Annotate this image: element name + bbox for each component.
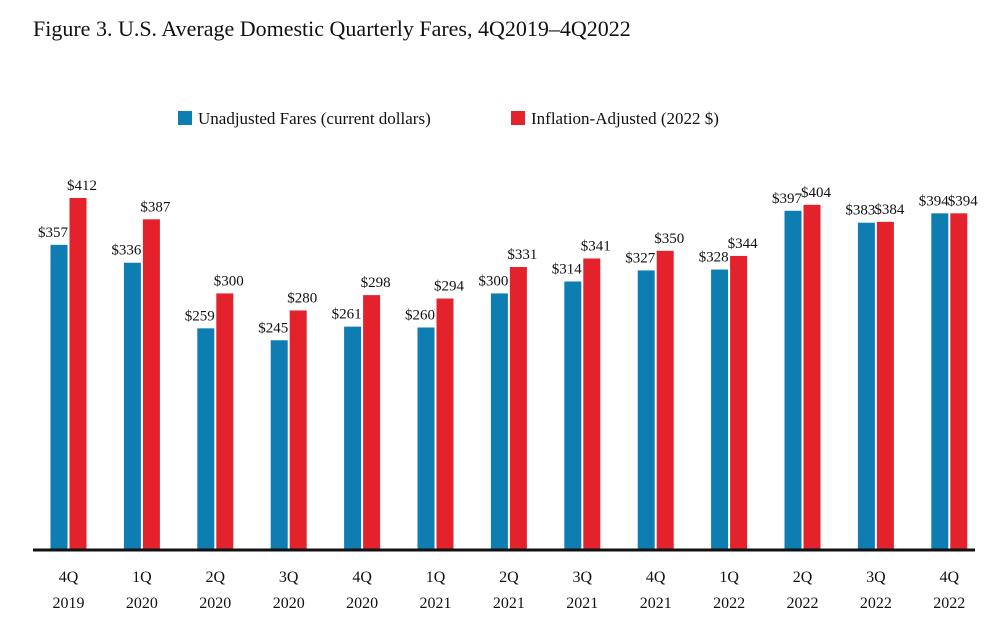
label-adjusted-4: $298 bbox=[361, 275, 391, 291]
x-tick-quarter-9: 1Q bbox=[719, 569, 739, 586]
bar-adjusted-3 bbox=[289, 310, 307, 549]
x-tick-labels: 4Q 2019 1Q 2020 2Q 2020 3Q 2020 4Q 2020 1Q 2021 2Q 20… bbox=[53, 569, 966, 612]
bar-unadjusted-6 bbox=[490, 293, 508, 549]
label-unadjusted-6: $300 bbox=[478, 273, 508, 289]
bar-unadjusted-10 bbox=[784, 210, 802, 550]
label-unadjusted-11: $383 bbox=[845, 203, 875, 219]
x-tick-year-5: 2021 bbox=[420, 595, 452, 612]
bar-unadjusted-9 bbox=[711, 269, 729, 549]
label-adjusted-8: $350 bbox=[654, 231, 684, 247]
x-tick-year-1: 2020 bbox=[126, 595, 158, 612]
bar-unadjusted-3 bbox=[270, 340, 288, 549]
label-adjusted-2: $300 bbox=[214, 273, 244, 289]
x-tick-quarter-4: 4Q bbox=[352, 569, 372, 586]
label-unadjusted-4: $261 bbox=[332, 307, 362, 323]
x-tick-quarter-6: 2Q bbox=[499, 569, 519, 586]
label-adjusted-0: $412 bbox=[67, 178, 97, 194]
bar-adjusted-5 bbox=[436, 298, 454, 549]
label-adjusted-10: $404 bbox=[801, 185, 832, 201]
legend-label-0: Unadjusted Fares (current dollars) bbox=[198, 109, 431, 128]
bar-adjusted-11 bbox=[876, 221, 894, 549]
bar-unadjusted-1 bbox=[123, 262, 141, 549]
x-tick-year-11: 2022 bbox=[860, 595, 892, 612]
label-unadjusted-3: $245 bbox=[258, 320, 288, 336]
x-tick-quarter-10: 2Q bbox=[793, 569, 813, 586]
chart-title: Figure 3. U.S. Average Domestic Quarterl… bbox=[33, 16, 631, 41]
x-tick-year-10: 2022 bbox=[787, 595, 819, 612]
label-unadjusted-2: $259 bbox=[185, 308, 215, 324]
bar-adjusted-10 bbox=[803, 204, 821, 549]
x-tick-quarter-3: 3Q bbox=[279, 569, 299, 586]
legend: Unadjusted Fares (current dollars) Inflat… bbox=[178, 109, 719, 128]
bar-unadjusted-7 bbox=[564, 281, 582, 549]
x-tick-year-4: 2020 bbox=[346, 595, 378, 612]
label-adjusted-6: $331 bbox=[507, 247, 537, 263]
x-tick-year-9: 2022 bbox=[713, 595, 745, 612]
bar-adjusted-0 bbox=[69, 198, 87, 549]
legend-label-1: Inflation-Adjusted (2022 $) bbox=[531, 109, 719, 128]
label-unadjusted-0: $357 bbox=[38, 225, 69, 241]
bar-adjusted-8 bbox=[656, 250, 674, 550]
x-tick-quarter-0: 4Q bbox=[59, 569, 79, 586]
x-tick-quarter-12: 4Q bbox=[940, 569, 960, 586]
bar-adjusted-7 bbox=[583, 258, 601, 549]
bar-adjusted-4 bbox=[363, 295, 381, 549]
bar-adjusted-6 bbox=[509, 267, 527, 549]
bar-adjusted-2 bbox=[216, 293, 234, 549]
x-tick-quarter-1: 1Q bbox=[132, 569, 152, 586]
bar-adjusted-1 bbox=[142, 219, 160, 550]
label-unadjusted-5: $260 bbox=[405, 307, 435, 323]
label-adjusted-11: $384 bbox=[874, 202, 905, 218]
bar-unadjusted-4 bbox=[344, 326, 362, 549]
label-adjusted-1: $387 bbox=[140, 199, 171, 215]
legend-swatch-0 bbox=[178, 111, 192, 125]
x-tick-year-3: 2020 bbox=[273, 595, 305, 612]
bar-unadjusted-12 bbox=[931, 213, 949, 549]
bar-unadjusted-2 bbox=[197, 328, 215, 549]
x-tick-year-0: 2019 bbox=[53, 595, 85, 612]
bar-unadjusted-8 bbox=[637, 270, 655, 549]
label-unadjusted-9: $328 bbox=[699, 250, 729, 266]
x-tick-year-6: 2021 bbox=[493, 595, 525, 612]
x-tick-year-7: 2021 bbox=[566, 595, 598, 612]
x-tick-year-2: 2020 bbox=[199, 595, 231, 612]
label-unadjusted-1: $336 bbox=[111, 243, 142, 259]
x-tick-quarter-7: 3Q bbox=[573, 569, 593, 586]
label-adjusted-5: $294 bbox=[434, 279, 465, 295]
data-labels: $357 $412 $336 $387 $259 $300 $245 $280 $261 $298… bbox=[38, 178, 978, 336]
x-tick-quarter-5: 1Q bbox=[426, 569, 446, 586]
label-unadjusted-12: $394 bbox=[919, 193, 950, 209]
label-adjusted-12: $394 bbox=[948, 193, 979, 209]
bar-unadjusted-5 bbox=[417, 327, 435, 549]
x-tick-quarter-2: 2Q bbox=[206, 569, 226, 586]
label-unadjusted-8: $327 bbox=[625, 250, 656, 266]
bar-adjusted-9 bbox=[730, 255, 748, 549]
x-tick-quarter-11: 3Q bbox=[866, 569, 886, 586]
bar-unadjusted-11 bbox=[857, 222, 875, 550]
x-tick-quarter-8: 4Q bbox=[646, 569, 666, 586]
legend-swatch-1 bbox=[511, 111, 525, 125]
label-adjusted-9: $344 bbox=[728, 236, 759, 252]
x-tick-year-12: 2022 bbox=[933, 595, 965, 612]
label-adjusted-3: $280 bbox=[287, 290, 317, 306]
bar-unadjusted-0 bbox=[50, 244, 68, 549]
bar-adjusted-12 bbox=[950, 213, 968, 549]
x-tick-year-8: 2021 bbox=[640, 595, 672, 612]
label-adjusted-7: $341 bbox=[581, 238, 611, 254]
label-unadjusted-10: $397 bbox=[772, 191, 803, 207]
bars bbox=[50, 198, 968, 550]
label-unadjusted-7: $314 bbox=[552, 261, 583, 277]
